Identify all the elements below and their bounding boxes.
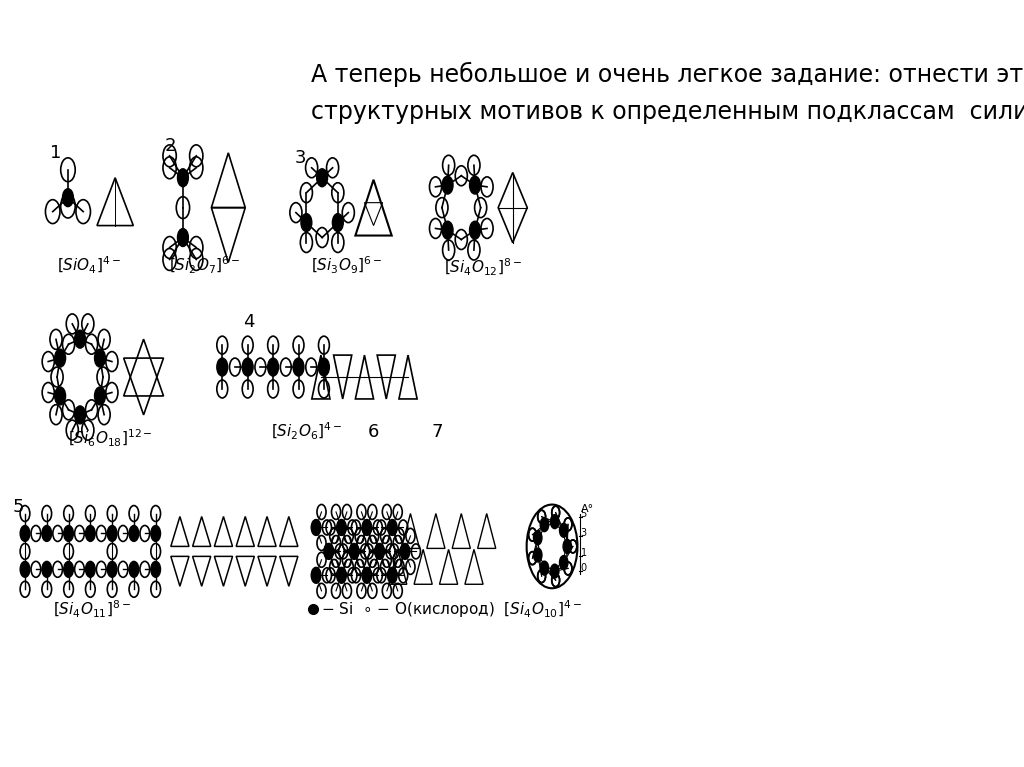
Text: $[Si_4O_{12}]^{8-}$: $[Si_4O_{12}]^{8-}$ <box>443 257 521 278</box>
Text: $[SiO_4]^{4-}$: $[SiO_4]^{4-}$ <box>57 255 121 276</box>
Circle shape <box>375 543 384 559</box>
Text: 3: 3 <box>295 149 306 166</box>
Text: структурных мотивов к определенным подклассам  силикатов: структурных мотивов к определенным подкл… <box>311 100 1024 124</box>
Circle shape <box>54 387 66 405</box>
Text: 1: 1 <box>50 144 61 162</box>
Circle shape <box>75 406 85 424</box>
Circle shape <box>42 561 51 578</box>
Circle shape <box>129 561 139 578</box>
Text: 0: 0 <box>581 563 587 573</box>
Circle shape <box>177 229 188 246</box>
Text: $[Si_6O_{18}]^{12-}$: $[Si_6O_{18}]^{12-}$ <box>68 428 153 449</box>
Text: 1: 1 <box>581 548 587 558</box>
Circle shape <box>129 525 139 542</box>
Circle shape <box>400 543 410 559</box>
Circle shape <box>333 214 343 232</box>
Circle shape <box>534 531 542 545</box>
Circle shape <box>349 543 359 559</box>
Circle shape <box>442 176 453 194</box>
Circle shape <box>85 525 95 542</box>
Circle shape <box>337 519 346 535</box>
Circle shape <box>20 525 30 542</box>
Circle shape <box>151 525 161 542</box>
Circle shape <box>337 568 346 583</box>
Text: $[Si_4O_{11}]^{8-}$: $[Si_4O_{11}]^{8-}$ <box>53 598 131 620</box>
Circle shape <box>559 523 568 537</box>
Circle shape <box>311 568 321 583</box>
Text: $-$ Si  $\circ$ $-$ O(кислород)  $[Si_4O_{10}]^{4-}$: $-$ Si $\circ$ $-$ O(кислород) $[Si_4O_{… <box>321 598 582 620</box>
Circle shape <box>85 561 95 578</box>
Text: 5: 5 <box>581 509 587 518</box>
Circle shape <box>559 555 568 570</box>
Circle shape <box>267 358 279 376</box>
Text: $[Si_3O_9]^{6-}$: $[Si_3O_9]^{6-}$ <box>310 255 382 276</box>
Circle shape <box>94 387 105 405</box>
Circle shape <box>62 189 74 206</box>
Circle shape <box>541 518 549 532</box>
Circle shape <box>470 176 480 194</box>
Text: A°: A° <box>581 503 594 514</box>
Circle shape <box>63 561 74 578</box>
Circle shape <box>54 349 66 367</box>
Circle shape <box>94 349 105 367</box>
Circle shape <box>75 331 85 348</box>
Text: 7: 7 <box>431 423 442 441</box>
Circle shape <box>301 214 312 232</box>
Circle shape <box>387 519 397 535</box>
Circle shape <box>563 539 571 553</box>
Circle shape <box>442 221 453 239</box>
Circle shape <box>470 221 480 239</box>
Text: 5: 5 <box>13 498 25 515</box>
Circle shape <box>151 561 161 578</box>
Text: А теперь небольшое и очень легкое задание: отнести эти типы: А теперь небольшое и очень легкое задани… <box>311 61 1024 87</box>
Text: 2: 2 <box>165 137 176 155</box>
Circle shape <box>551 515 559 528</box>
Circle shape <box>551 565 559 578</box>
Circle shape <box>243 358 253 376</box>
Circle shape <box>177 169 188 186</box>
Circle shape <box>387 568 397 583</box>
Circle shape <box>42 525 51 542</box>
Circle shape <box>108 525 117 542</box>
Circle shape <box>63 525 74 542</box>
Text: $[Si_2O_7]^{6-}$: $[Si_2O_7]^{6-}$ <box>169 255 240 276</box>
Circle shape <box>311 519 321 535</box>
Circle shape <box>324 543 334 559</box>
Text: 6: 6 <box>368 423 379 441</box>
Circle shape <box>534 548 542 562</box>
Circle shape <box>108 561 117 578</box>
Text: 4: 4 <box>244 313 255 331</box>
Text: 3: 3 <box>581 528 587 538</box>
Circle shape <box>20 561 30 578</box>
Circle shape <box>362 568 372 583</box>
Text: $[Si_2O_6]^{4-}$: $[Si_2O_6]^{4-}$ <box>271 421 343 443</box>
Circle shape <box>217 358 227 376</box>
Circle shape <box>293 358 304 376</box>
Circle shape <box>318 358 330 376</box>
Circle shape <box>541 561 549 575</box>
Circle shape <box>316 169 328 186</box>
Circle shape <box>362 519 372 535</box>
